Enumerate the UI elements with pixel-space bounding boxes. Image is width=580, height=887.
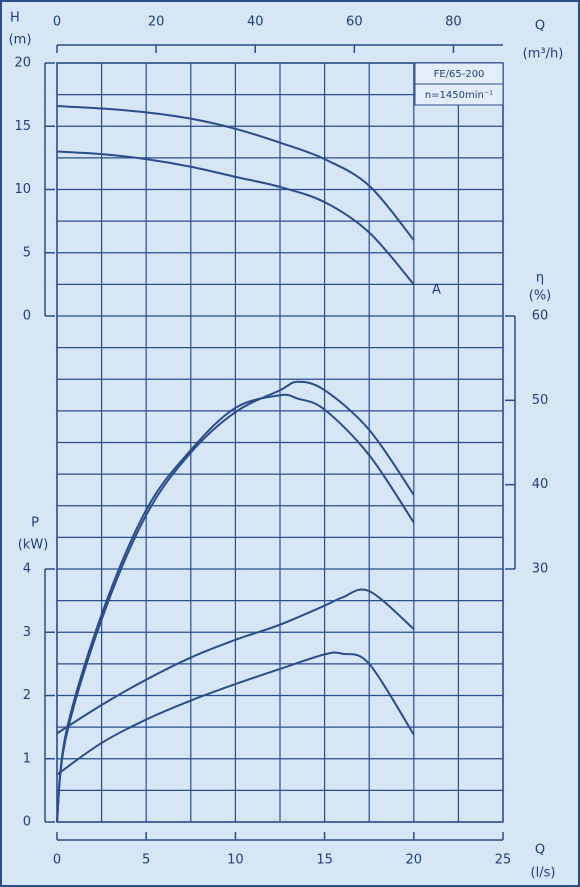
eta-unit: (%): [529, 289, 552, 304]
h-label: H: [10, 11, 20, 26]
x-tick-label: 15: [316, 853, 333, 868]
x2-tick-label: 20: [148, 15, 165, 30]
q-top-unit: (m³/h): [523, 47, 564, 62]
y-tick-label: 0: [23, 309, 31, 324]
curve-label: A: [432, 283, 441, 298]
y-tick-label: 10: [14, 182, 31, 197]
curve: [56, 380, 415, 823]
y-tick-label: 20: [14, 56, 31, 71]
x-tick-label: 5: [142, 853, 150, 868]
y-tick-label: 1: [23, 751, 31, 766]
y-tick-label: 50: [532, 393, 549, 408]
curve: [56, 150, 415, 286]
x-tick-label: 25: [495, 853, 512, 868]
y-tick-label: 5: [23, 245, 31, 260]
y-tick-label: 0: [23, 815, 31, 830]
h-unit: (m): [9, 33, 32, 48]
annotation: FE/65-200: [434, 69, 485, 80]
x2-tick-label: 40: [247, 15, 264, 30]
y-tick-label: 4: [23, 562, 31, 577]
y-tick-label: 30: [532, 562, 549, 577]
y-tick-label: 60: [532, 309, 549, 324]
y-tick-label: 3: [23, 625, 31, 640]
y-tick-label: 15: [14, 119, 31, 134]
x2-tick-label: 0: [53, 15, 61, 30]
curve: [56, 651, 415, 776]
y-tick-label: 40: [532, 477, 549, 492]
x2-tick-label: 60: [346, 15, 363, 30]
p-label: P: [31, 516, 39, 531]
y-tick-label: 2: [23, 688, 31, 703]
x-tick-label: 0: [53, 853, 61, 868]
q-bottom-label: Q: [535, 843, 545, 858]
annotation: n=1450min⁻¹: [425, 90, 493, 101]
curve: [56, 105, 415, 241]
curve: [56, 393, 415, 823]
curve: [56, 588, 415, 735]
eta-label: η: [536, 271, 544, 286]
x-tick-label: 20: [406, 853, 423, 868]
x2-tick-label: 80: [445, 15, 462, 30]
q-bottom-unit: (l/s): [531, 866, 556, 881]
p-unit: (kW): [18, 538, 49, 553]
x-tick-label: 10: [227, 853, 244, 868]
q-top-label: Q: [535, 19, 545, 34]
